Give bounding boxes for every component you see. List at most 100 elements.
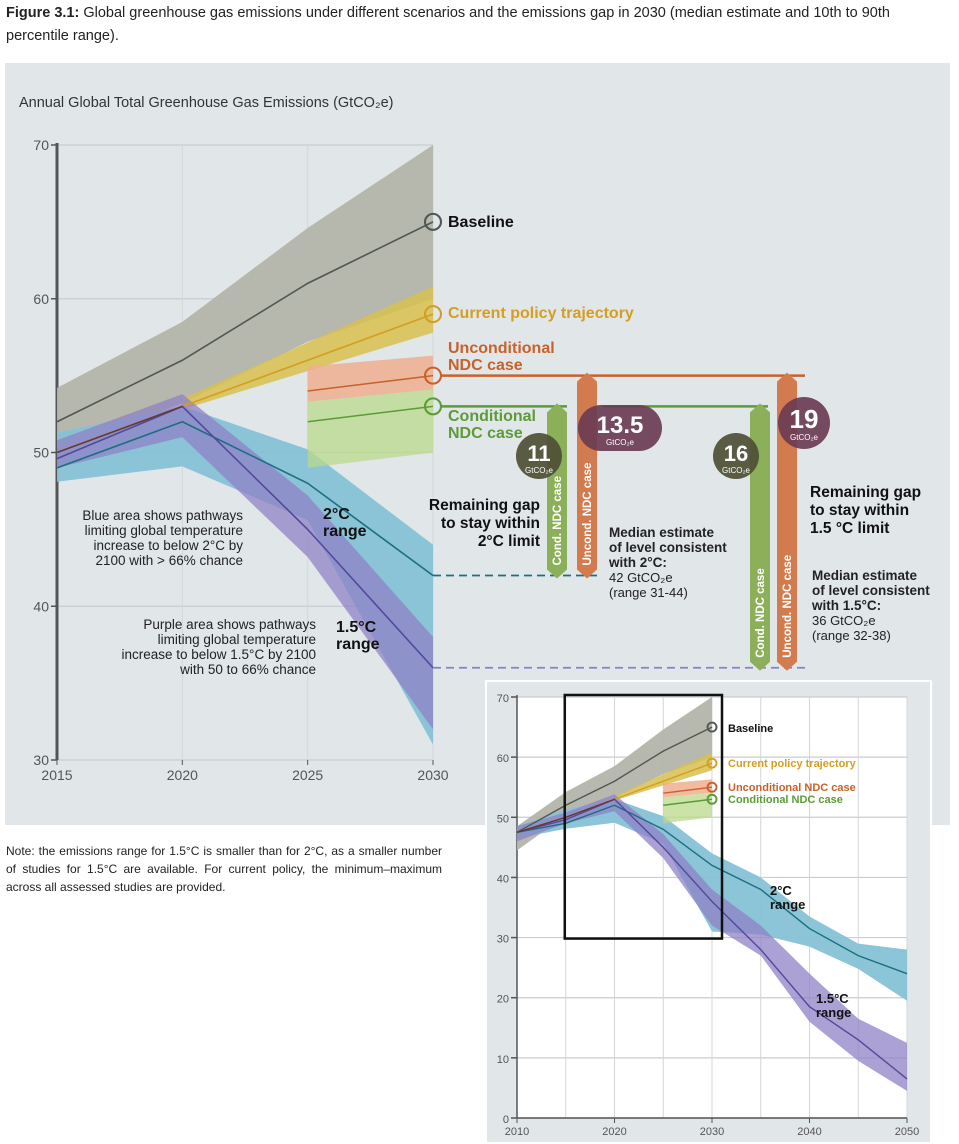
baseline-end-marker (423, 212, 443, 231)
one-five-degree-band (57, 394, 433, 730)
purple-desc-line: limiting global temperature (157, 632, 316, 647)
label-two-degree-line1: 2°C (323, 506, 350, 523)
gap-bubble-one-five-unconditional (778, 397, 830, 449)
x-tick-label: 2050 (895, 1126, 919, 1138)
x-tick-label: 2020 (167, 767, 198, 783)
gap-bubble-one-five-unconditional-value: 19 (790, 404, 819, 434)
unconditional-ndc-band (663, 779, 712, 798)
label-one-five-line2: range (336, 636, 380, 653)
gap-bubble-two-degree-conditional-unit: GtCO₂e (525, 466, 554, 475)
median-line: with 1.5°C: (812, 598, 882, 613)
gap-bar-one-five-unconditional-label: Uncond. NDC case (782, 555, 794, 658)
purple-area-description: Purple area shows pathways limiting globa… (60, 617, 316, 677)
gap-bar-one-five-conditional-label: Cond. NDC case (755, 568, 767, 657)
figure-label: Figure 3.1: (6, 5, 80, 21)
label-unconditional-line1: Unconditional (448, 340, 555, 357)
gap-title-line: 2°C limit (477, 533, 540, 550)
current-policy-line (182, 313, 434, 408)
inset-label-baseline: Baseline (728, 723, 774, 735)
figure-caption: Figure 3.1: Global greenhouse gas emissi… (6, 2, 951, 48)
inset-label-line: range (816, 1005, 852, 1020)
label-conditional-ndc: Conditional NDC case (448, 408, 536, 442)
median-value: 36 GtCO₂e (812, 613, 876, 628)
blue-area-description: Blue area shows pathways limiting global … (40, 508, 243, 568)
median-one-five: Median estimate of level consistent with 1… (812, 568, 930, 643)
gap-bar-two-degree-unconditional-label: Uncond. NDC case (582, 463, 594, 566)
gap-title-line: Remaining gap (810, 484, 922, 501)
figure-caption-text: Global greenhouse gas emissions under di… (6, 5, 890, 44)
label-two-degree-line2: range (323, 523, 367, 540)
baseline-end-marker (706, 721, 718, 733)
figure-note: Note: the emissions range for 1.5°C is s… (6, 844, 442, 894)
inset-label-line: 2°C (770, 883, 792, 898)
inset-label-two-degree: 2°C range (770, 884, 805, 912)
label-two-degree-range: 2°C range (323, 506, 367, 540)
baseline-line (56, 221, 434, 423)
gap-bubble-one-five-conditional-unit: GtCO₂e (722, 466, 751, 475)
unconditional-ndc-end-marker (706, 781, 718, 793)
conditional-ndc-line (663, 798, 713, 806)
median-line: with 2°C: (609, 555, 667, 570)
gap-bubble-one-five-conditional-value: 16 (724, 441, 748, 466)
inset-label-conditional: Conditional NDC case (728, 794, 843, 806)
label-conditional-line1: Conditional (448, 408, 536, 425)
purple-desc-line: Purple area shows pathways (143, 617, 316, 632)
label-conditional-line2: NDC case (448, 425, 523, 442)
gap-title-line: to stay within (810, 502, 910, 519)
inset-label-unconditional: Unconditional NDC case (728, 782, 856, 794)
label-unconditional-line2: NDC case (448, 357, 523, 374)
x-tick-label: 2025 (292, 767, 323, 783)
blue-desc-line: limiting global temperature (84, 523, 243, 538)
x-tick-label: 2015 (41, 767, 72, 783)
label-current-policy: Current policy trajectory (448, 305, 634, 322)
y-tick-label: 70 (497, 693, 509, 705)
gap-bar-one-five-unconditional (777, 372, 797, 671)
y-tick-label: 20 (497, 994, 509, 1006)
two-degree-line (516, 804, 908, 975)
unconditional-ndc-line (307, 374, 434, 392)
y-tick-label: 0 (503, 1114, 509, 1126)
median-line: Median estimate (609, 525, 715, 540)
y-tick-label: 50 (33, 445, 49, 461)
inset-label-line: 1.5°C (816, 991, 849, 1006)
label-one-five-line1: 1.5°C (336, 619, 377, 636)
historical-line (56, 405, 183, 454)
two-degree-band (57, 406, 433, 745)
gap-bubble-one-five-conditional (713, 433, 759, 479)
current-policy-end-marker (423, 305, 443, 324)
gap-one-five-title: Remaining gap to stay within 1.5 °C limit (810, 484, 921, 538)
y-tick-label: 40 (497, 873, 509, 885)
purple-desc-line: with 50 to 66% chance (180, 662, 316, 677)
gap-two-degree-title: Remaining gap to stay within 2°C limit (410, 497, 540, 551)
label-unconditional-ndc: Unconditional NDC case (448, 340, 555, 374)
blue-desc-line: increase to below 2°C by (93, 538, 243, 553)
gap-bar-two-degree-conditional-label: Cond. NDC case (552, 476, 564, 565)
median-line: Median estimate (812, 568, 918, 583)
conditional-ndc-band (307, 389, 433, 468)
y-tick-label: 50 (497, 813, 509, 825)
baseline-line (516, 726, 713, 833)
gap-bubble-one-five-unconditional-unit: GtCO₂e (790, 433, 819, 442)
x-tick-label: 2030 (417, 767, 448, 783)
x-tick-label: 2010 (505, 1126, 529, 1138)
gap-bubble-two-degree-conditional (516, 433, 562, 479)
inset-border (485, 680, 932, 1144)
inset-label-line: range (770, 897, 806, 912)
unconditional-ndc-band (307, 355, 433, 402)
gap-bubble-two-degree-conditional-value: 11 (527, 441, 550, 466)
purple-desc-line: increase to below 1.5°C by 2100 (121, 647, 316, 662)
inset-label-one-five: 1.5°C range (816, 992, 851, 1020)
one-five-degree-line (56, 405, 434, 669)
median-two-degree: Median estimate of level consistent with 2… (609, 525, 727, 600)
current-policy-line (614, 762, 713, 800)
baseline-band (57, 145, 433, 448)
current-policy-band (614, 752, 712, 801)
gap-bubble-two-degree-unconditional-unit: GtCO₂e (606, 438, 635, 447)
gap-title-line: 1.5 °C limit (810, 520, 890, 537)
y-tick-label: 70 (33, 137, 49, 153)
gap-title-line: to stay within (440, 515, 540, 532)
x-tick-label: 2030 (700, 1126, 724, 1138)
blue-desc-line: 2100 with > 66% chance (95, 553, 243, 568)
label-one-five-range: 1.5°C range (336, 619, 380, 653)
